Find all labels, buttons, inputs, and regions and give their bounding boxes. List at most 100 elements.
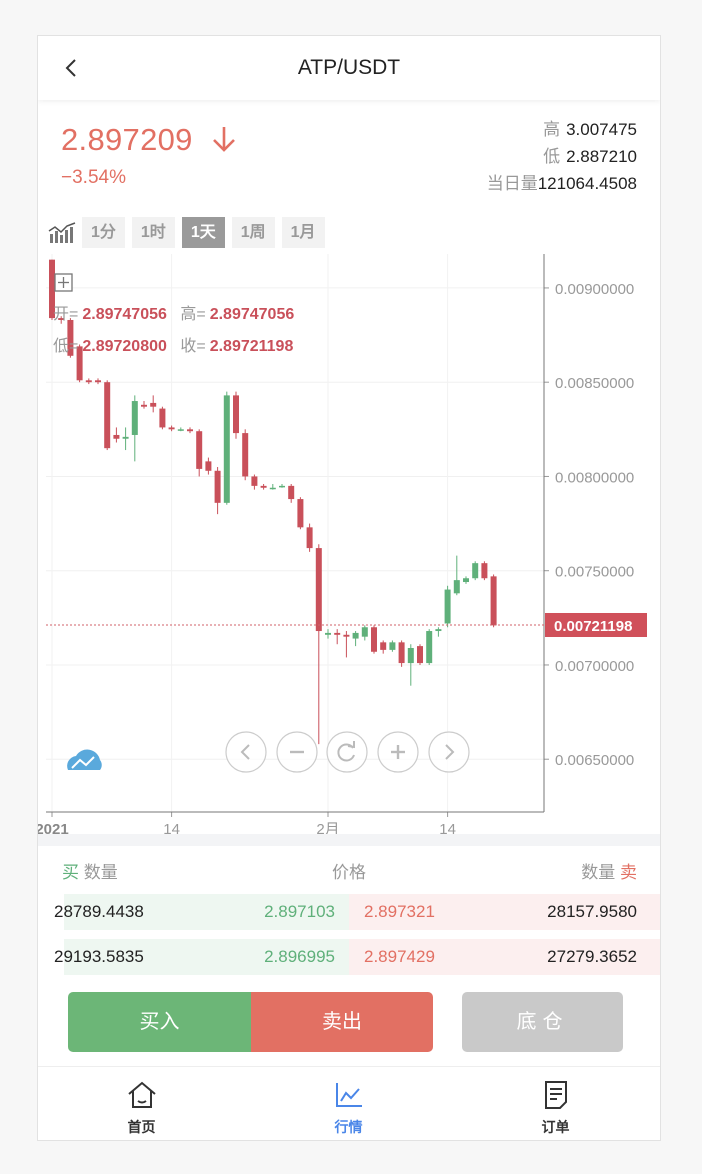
candle-up xyxy=(269,487,276,490)
bid-depth-bar xyxy=(64,939,349,975)
y-tick-label: 0.00850000 xyxy=(555,375,634,392)
section-divider xyxy=(38,834,660,846)
candle-up xyxy=(325,632,331,635)
candle-down xyxy=(417,646,423,664)
home-icon xyxy=(128,1081,156,1108)
ticker-stats: 高 3.007475 低 2.887210 当日量121064.4508 xyxy=(487,116,637,197)
order-list-icon xyxy=(545,1081,567,1109)
bottom-tab-bar: 首页 行情 订单 xyxy=(38,1066,660,1140)
prev-icon[interactable] xyxy=(225,731,267,773)
tab-market-label: 行情 xyxy=(334,1119,363,1135)
candle-down xyxy=(168,427,175,430)
candle-down xyxy=(104,382,111,449)
candle-up xyxy=(407,647,414,664)
last-price-label: 0.00721198 xyxy=(554,618,632,635)
high-value: 2.89747056 xyxy=(210,306,295,323)
crosshair-toggle-icon[interactable] xyxy=(54,273,73,292)
low-value: 2.89720800 xyxy=(82,338,167,355)
period-1min[interactable]: 1分 xyxy=(82,217,125,248)
candle-down xyxy=(371,627,377,652)
base-position-button[interactable]: 底仓 xyxy=(462,992,623,1052)
ask-qty: 28157.9580 xyxy=(547,902,637,921)
candle-up xyxy=(444,589,451,624)
candle-up xyxy=(223,395,230,503)
zoom-out-icon[interactable] xyxy=(276,731,318,773)
high-label: 高 xyxy=(543,120,561,139)
price-change: −3.54% xyxy=(61,167,126,188)
candle-down xyxy=(242,433,249,477)
tab-orders[interactable]: 订单 xyxy=(452,1067,659,1140)
x-tick-label: 14 xyxy=(439,821,456,834)
candle-down xyxy=(49,259,55,319)
candle-down xyxy=(187,429,193,432)
period-1month[interactable]: 1月 xyxy=(281,217,325,248)
candle-down xyxy=(306,527,313,549)
ask-qty: 27279.3652 xyxy=(547,947,637,966)
candle-up xyxy=(131,401,138,435)
candle-up xyxy=(426,631,433,664)
current-price: 2.897209 xyxy=(61,122,193,157)
period-selector: 1分 1时 1天 1周 1月 xyxy=(48,217,332,248)
buy-button[interactable]: 买入 xyxy=(68,992,251,1052)
candle-up xyxy=(463,578,469,583)
candle-down xyxy=(260,485,267,488)
reset-icon[interactable] xyxy=(326,731,368,773)
candle-up xyxy=(389,642,396,650)
candle-down xyxy=(95,380,101,383)
chart-svg: 0.00900000 0.00850000 0.00800000 0.00750000… xyxy=(38,254,647,838)
candle-down xyxy=(67,319,74,356)
orderbook-row[interactable]: 29193.5835 2.896995 2.897429 27279.3652 xyxy=(38,939,660,975)
bid-qty-header: 数量 xyxy=(83,863,118,882)
candle-up xyxy=(472,563,479,579)
period-1week[interactable]: 1周 xyxy=(231,217,275,248)
candle-up xyxy=(177,429,184,431)
candle-down xyxy=(398,642,405,664)
zoom-button-circle xyxy=(428,731,470,773)
bid-qty: 29193.5835 xyxy=(54,947,144,966)
candle-down xyxy=(76,346,83,381)
candle-down xyxy=(343,634,350,637)
ask-depth-bar xyxy=(349,939,660,975)
next-icon[interactable] xyxy=(428,731,470,773)
x-tick-label: 2月 xyxy=(316,821,339,834)
period-1hour[interactable]: 1时 xyxy=(131,217,175,248)
ask-price: 2.897429 xyxy=(364,947,435,966)
candle-down xyxy=(159,408,166,428)
candle-down xyxy=(205,461,212,471)
bid-depth-bar xyxy=(64,894,349,930)
candle-down xyxy=(380,642,387,650)
candle-up xyxy=(435,629,442,632)
tab-home[interactable]: 首页 xyxy=(38,1067,245,1140)
candle-down xyxy=(196,431,203,469)
ohlc-open: 开= 2.89747056 高= 2.89747056 xyxy=(53,305,294,323)
reset-glyph xyxy=(337,743,355,762)
y-tick-label: 0.00750000 xyxy=(555,564,634,581)
ask-price: 2.897321 xyxy=(364,902,435,921)
candle-up xyxy=(453,580,460,594)
sell-button[interactable]: 卖出 xyxy=(251,992,433,1052)
chevron-left-icon[interactable] xyxy=(60,56,84,80)
candlestick-chart[interactable]: 0.00900000 0.00850000 0.00800000 0.00750000… xyxy=(38,254,660,838)
period-1day[interactable]: 1天 xyxy=(181,217,225,248)
cloud-logo-icon xyxy=(67,749,102,770)
orderbook-row[interactable]: 28789.4438 2.897103 2.897321 28157.9580 xyxy=(38,894,660,930)
candle-down xyxy=(251,476,258,486)
low-value: 2.887210 xyxy=(566,147,637,166)
zoom-button-circle xyxy=(225,731,267,773)
candle-up xyxy=(352,632,359,639)
bid-price: 2.896995 xyxy=(264,947,335,966)
candle-down xyxy=(113,434,120,439)
y-tick-label: 0.00800000 xyxy=(555,469,634,486)
bid-price: 2.897103 xyxy=(264,902,335,921)
zoom-in-icon[interactable] xyxy=(377,731,419,773)
orderbook-header: 买 数量 价格 数量 卖 xyxy=(38,858,660,882)
market-chart-icon xyxy=(336,1083,362,1107)
close-label: 收= xyxy=(180,337,205,355)
kline-chart-icon[interactable] xyxy=(48,221,76,244)
volume-label: 当日量 xyxy=(486,174,538,193)
ohlc-low: 低= 2.89720800 收= 2.89721198 xyxy=(53,337,293,355)
candle-down xyxy=(315,548,322,632)
candle-down xyxy=(85,380,92,383)
candle-down xyxy=(297,499,304,528)
tab-market[interactable]: 行情 xyxy=(245,1067,452,1140)
